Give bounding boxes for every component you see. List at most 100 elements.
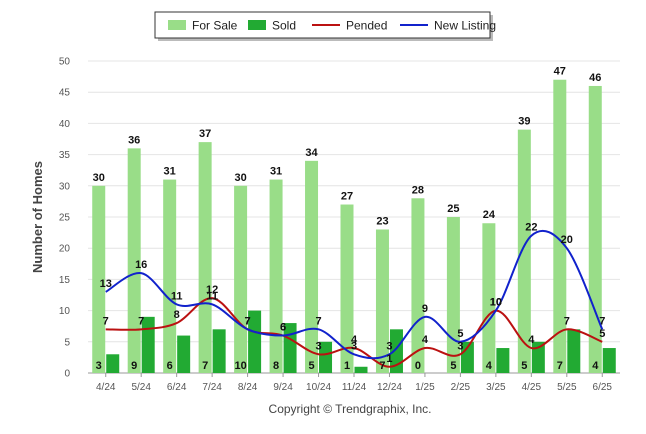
data-label-sold: 4 <box>592 360 599 372</box>
data-label-for-sale: 24 <box>483 209 496 221</box>
y-tick-label: 15 <box>59 275 71 286</box>
bar-for-sale <box>269 179 283 373</box>
data-label-for-sale: 39 <box>518 116 530 128</box>
line-pended <box>105 297 603 368</box>
data-label-pended: 6 <box>280 322 286 334</box>
data-label-sold: 4 <box>486 360 493 372</box>
data-label-sold: 0 <box>415 360 421 372</box>
data-label-pended: 3 <box>457 340 463 352</box>
x-tick-label: 5/24 <box>131 382 151 393</box>
bar-for-sale <box>163 179 177 373</box>
data-label-sold: 1 <box>344 360 350 372</box>
data-label-sold: 7 <box>379 360 385 372</box>
data-label-sold: 10 <box>234 360 246 372</box>
y-tick-label: 20 <box>59 244 71 255</box>
lines <box>105 229 604 368</box>
data-label-new-listing: 11 <box>171 290 183 302</box>
bar-for-sale <box>234 185 248 373</box>
data-label-pended: 4 <box>422 334 429 346</box>
data-label-pended: 7 <box>138 315 144 327</box>
bar-for-sale <box>305 160 319 373</box>
x-axis-ticks: 4/24 5/24 6/24 7/24 8/24 9/24 10/24 11/24 12/24 1… <box>96 373 612 393</box>
bar-sold <box>460 341 474 373</box>
bar-for-sale <box>482 223 496 373</box>
grid-lines <box>88 60 620 374</box>
data-label-new-listing: 10 <box>490 297 502 309</box>
x-tick-label: 5/25 <box>557 382 577 393</box>
data-label-sold: 5 <box>450 360 456 372</box>
bar-sold <box>177 335 191 373</box>
bar-sold <box>567 329 581 373</box>
y-tick-label: 0 <box>64 369 70 380</box>
data-label-for-sale: 46 <box>589 72 601 84</box>
x-tick-label: 4/25 <box>522 382 542 393</box>
data-label-sold: 5 <box>308 360 314 372</box>
data-label-sold: 7 <box>557 360 563 372</box>
line-new-listing <box>105 229 604 360</box>
legend: For Sale Sold Pended New Listing <box>154 11 496 41</box>
data-label-for-sale: 23 <box>376 215 388 227</box>
data-label-new-listing: 9 <box>422 303 428 315</box>
bar-for-sale <box>198 142 212 373</box>
bar-for-sale <box>411 198 425 373</box>
data-label-for-sale: 31 <box>270 166 282 178</box>
data-label-sold: 6 <box>167 360 173 372</box>
x-tick-label: 6/24 <box>167 382 187 393</box>
data-label-for-sale: 34 <box>305 147 318 159</box>
data-label-pended: 3 <box>315 340 321 352</box>
data-label-new-listing: 3 <box>386 340 392 352</box>
data-label-new-listing: 7 <box>245 315 251 327</box>
legend-swatch <box>248 20 266 30</box>
y-tick-label: 30 <box>59 181 71 192</box>
data-label-sold: 3 <box>96 360 102 372</box>
data-label-for-sale: 31 <box>164 166 176 178</box>
bar-for-sale <box>340 204 354 373</box>
data-label-for-sale: 28 <box>412 184 424 196</box>
y-tick-label: 10 <box>59 306 71 317</box>
bar-sold <box>106 354 120 373</box>
data-label-for-sale: 27 <box>341 191 353 203</box>
y-axis-label: Number of Homes <box>30 161 45 273</box>
bar-sold <box>496 348 510 373</box>
data-label-pended: 4 <box>351 334 358 346</box>
copyright-credit: Copyright © Trendgraphix, Inc. <box>269 402 432 416</box>
data-label-new-listing: 11 <box>206 290 218 302</box>
bar-for-sale <box>553 79 567 373</box>
data-label-new-listing: 5 <box>457 328 463 340</box>
x-tick-label: 3/25 <box>486 382 506 393</box>
y-tick-label: 45 <box>59 88 71 99</box>
x-tick-label: 10/24 <box>306 382 331 393</box>
y-tick-label: 40 <box>59 119 71 130</box>
data-label-for-sale: 36 <box>128 134 140 146</box>
legend-label: For Sale <box>192 19 238 33</box>
data-label-pended: 7 <box>245 315 251 327</box>
data-label-pended: 7 <box>103 315 109 327</box>
data-label-new-listing: 13 <box>100 278 112 290</box>
data-label-pended: 7 <box>564 315 570 327</box>
bar-for-sale <box>517 129 531 373</box>
data-label-sold: 8 <box>273 360 279 372</box>
data-label-pended: 12 <box>206 284 218 296</box>
x-tick-label: 9/24 <box>273 382 293 393</box>
data-label-pended: 4 <box>528 334 535 346</box>
legend-items: For Sale Sold Pended New Listing <box>168 19 496 33</box>
bar-sold <box>212 329 226 373</box>
x-tick-label: 1/25 <box>415 382 435 393</box>
bar-sold <box>248 310 262 373</box>
x-tick-label: 11/24 <box>342 382 367 393</box>
data-label-new-listing: 20 <box>561 234 573 246</box>
bar-sold <box>319 341 333 373</box>
data-label-new-listing: 22 <box>525 222 537 234</box>
x-tick-label: 2/25 <box>451 382 471 393</box>
x-tick-label: 4/24 <box>96 382 116 393</box>
data-label-for-sale: 25 <box>447 203 459 215</box>
data-label-new-listing: 16 <box>135 259 147 271</box>
data-label-for-sale: 30 <box>234 172 246 184</box>
data-label-new-listing: 7 <box>315 315 321 327</box>
bar-sold <box>141 316 155 373</box>
data-label-new-listing: 3 <box>351 340 357 352</box>
bar-for-sale <box>375 229 389 373</box>
bar-sold <box>602 348 616 373</box>
